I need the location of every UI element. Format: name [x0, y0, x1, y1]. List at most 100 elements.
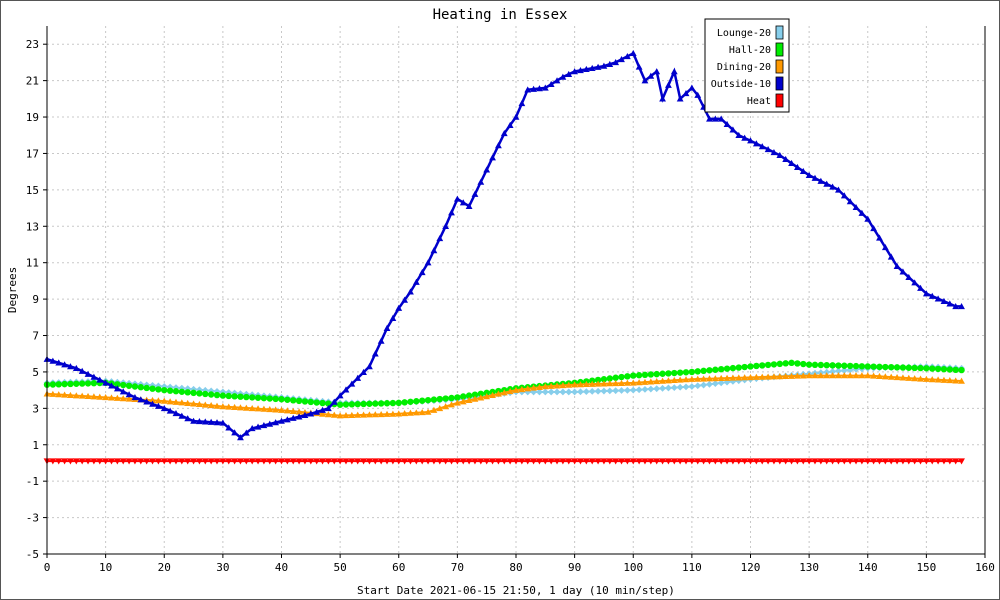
data-point — [606, 375, 613, 382]
data-point — [231, 403, 238, 410]
x-tick-label: 160 — [975, 561, 995, 574]
data-point — [541, 388, 549, 396]
data-point — [283, 458, 291, 465]
data-point — [934, 295, 942, 302]
data-point — [870, 363, 877, 370]
data-point — [278, 458, 285, 465]
data-point — [547, 382, 555, 389]
data-point — [96, 393, 104, 400]
data-point — [682, 369, 690, 376]
data-point — [641, 371, 649, 379]
data-point — [565, 388, 573, 396]
data-point — [612, 380, 620, 387]
y-tick-label: 11 — [26, 257, 39, 270]
data-point — [325, 411, 332, 418]
data-point — [237, 458, 244, 465]
data-point — [794, 360, 801, 367]
data-point — [78, 367, 86, 374]
data-point — [653, 68, 661, 75]
data-point — [741, 134, 749, 141]
data-point — [688, 368, 696, 376]
data-point — [782, 360, 789, 367]
data-point — [55, 381, 62, 388]
data-point — [735, 458, 743, 465]
data-point — [782, 155, 790, 162]
data-point — [706, 458, 713, 465]
data-point — [190, 458, 197, 465]
data-point — [219, 458, 227, 465]
data-point — [770, 458, 778, 465]
data-point — [348, 401, 356, 408]
data-point — [565, 458, 573, 465]
data-point — [125, 458, 133, 465]
data-point — [459, 199, 467, 206]
data-point — [600, 62, 608, 69]
data-point — [759, 362, 766, 369]
data-point — [225, 389, 233, 396]
data-point — [612, 387, 620, 395]
data-point — [72, 458, 80, 465]
data-point — [911, 375, 919, 382]
data-point — [319, 410, 326, 417]
data-point — [301, 411, 309, 418]
data-point — [237, 434, 244, 441]
data-point — [788, 458, 795, 465]
data-point — [800, 360, 807, 368]
data-point — [460, 393, 467, 400]
data-point — [330, 411, 338, 418]
data-point — [676, 95, 684, 102]
data-point — [465, 392, 473, 399]
data-point — [852, 458, 860, 465]
data-point — [629, 379, 637, 386]
data-point — [911, 458, 919, 465]
data-point — [817, 372, 825, 379]
data-point — [829, 372, 836, 379]
y-tick-label: 13 — [26, 220, 39, 233]
data-point — [588, 388, 596, 395]
data-point — [776, 458, 784, 465]
data-point — [840, 367, 848, 374]
data-point — [412, 409, 420, 416]
data-point — [536, 85, 543, 92]
data-point — [835, 186, 842, 193]
data-point — [923, 365, 930, 372]
data-point — [201, 458, 209, 465]
data-point — [360, 411, 367, 418]
data-point — [213, 458, 221, 465]
data-point — [717, 366, 725, 373]
data-point — [846, 372, 854, 379]
data-point — [289, 414, 297, 421]
data-point — [254, 423, 262, 430]
data-point — [137, 384, 144, 391]
data-point — [600, 458, 608, 465]
data-point — [72, 392, 80, 399]
data-point — [225, 424, 233, 431]
data-point — [665, 384, 672, 392]
x-tick-label: 140 — [858, 561, 878, 574]
data-point — [471, 391, 479, 398]
data-point — [307, 410, 315, 417]
data-point — [905, 273, 913, 280]
data-point — [659, 458, 666, 465]
data-point — [207, 391, 215, 398]
data-point — [541, 84, 549, 91]
data-point — [788, 372, 795, 379]
data-point — [495, 458, 502, 465]
data-point — [49, 458, 57, 465]
data-point — [143, 398, 151, 405]
data-point — [371, 411, 379, 418]
data-point — [887, 253, 895, 260]
data-point — [852, 372, 860, 379]
data-point — [553, 77, 561, 84]
data-point — [73, 380, 80, 387]
data-point — [61, 380, 68, 388]
data-point — [623, 52, 631, 60]
data-point — [477, 394, 485, 401]
data-point — [823, 361, 830, 369]
data-point — [606, 380, 614, 387]
data-point — [641, 378, 649, 385]
data-point — [524, 458, 532, 465]
legend-label: Heat — [747, 96, 771, 107]
